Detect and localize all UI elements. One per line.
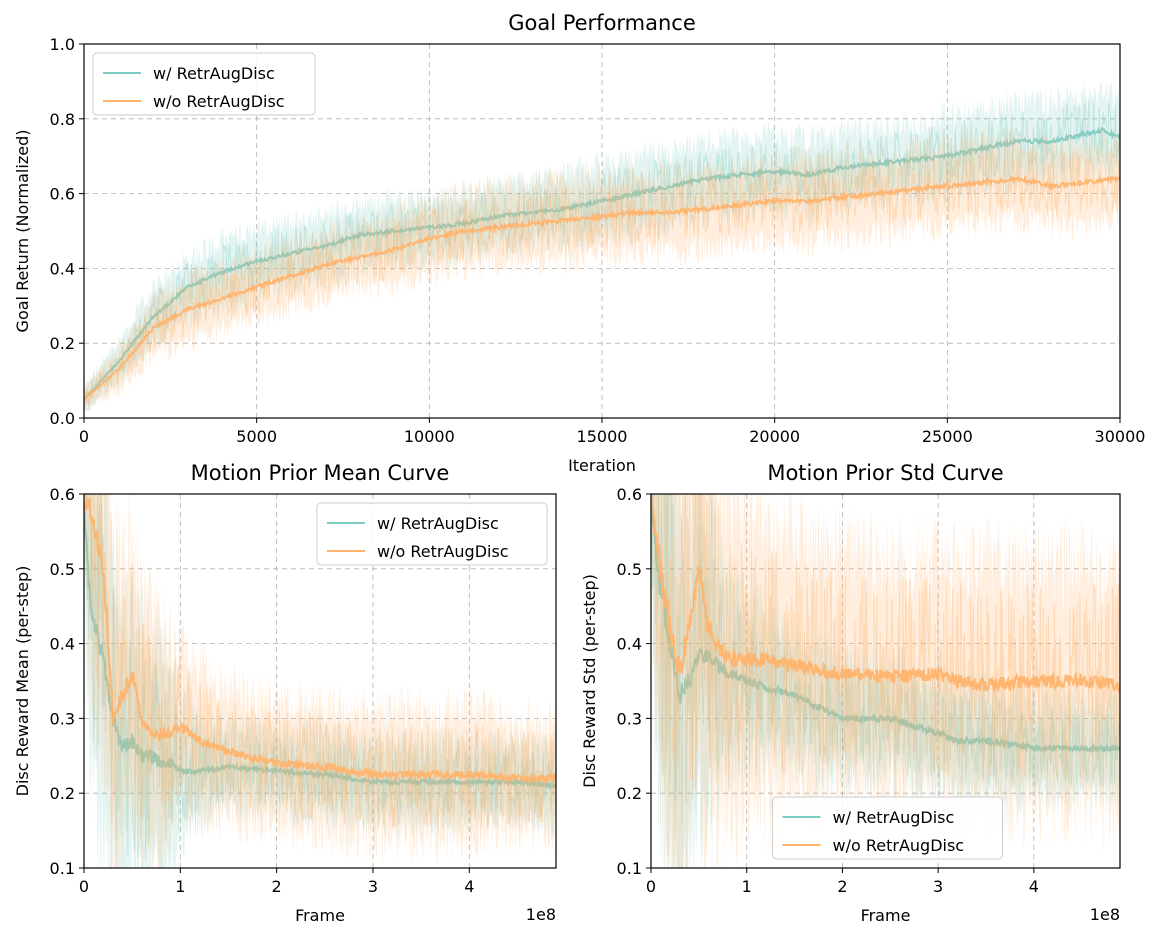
goal-performance-chart: 0 5000 10000 15000 20000 25000 30000 0.0 0.2 0.4 0… bbox=[13, 11, 1145, 475]
y-tick-label: 0.2 bbox=[617, 784, 642, 803]
y-tick-label: 1.0 bbox=[50, 35, 75, 54]
y-axis-label: Disc Reward Mean (per-step) bbox=[13, 566, 32, 797]
y-tick-label: 0.8 bbox=[50, 110, 75, 129]
y-tick-label: 0.5 bbox=[50, 560, 75, 579]
y-tick-label: 0.6 bbox=[50, 485, 75, 504]
x-tick-label: 20000 bbox=[749, 427, 800, 446]
plot-frame bbox=[650, 493, 1121, 869]
series-0-raw bbox=[84, 99, 1120, 404]
x-offset-label: 1e8 bbox=[526, 905, 556, 924]
motion-prior-mean-chart: 0 1 2 3 4 0.1 0.2 0.3 0.4 0.5 0.6 Motion Prior Mean… bbox=[13, 461, 557, 925]
legend-box bbox=[92, 52, 316, 116]
legend: w/ RetrAugDisc w/o RetrAugDisc bbox=[92, 52, 316, 116]
chart-title: Motion Prior Mean Curve bbox=[191, 461, 450, 485]
series-0-band bbox=[651, 494, 1120, 868]
legend-label-0: w/ RetrAugDisc bbox=[153, 64, 275, 83]
y-tick-label: 0.1 bbox=[617, 859, 642, 878]
series-0-line bbox=[84, 507, 556, 790]
y-tick-label: 0.2 bbox=[50, 784, 75, 803]
y-tick-label: 0.6 bbox=[617, 485, 642, 504]
y-axis-label: Disc Reward Std (per-step) bbox=[580, 574, 599, 788]
legend-box bbox=[316, 502, 548, 566]
x-tick-label: 5000 bbox=[236, 427, 277, 446]
x-axis-label: Frame bbox=[295, 906, 345, 925]
legend-label-0: w/ RetrAugDisc bbox=[377, 514, 499, 533]
series-0-line bbox=[84, 126, 1120, 400]
plot-frame bbox=[83, 493, 557, 869]
x-tick-label: 1 bbox=[742, 877, 752, 896]
x-offset-label: 1e8 bbox=[1090, 905, 1120, 924]
x-tick-label: 30000 bbox=[1095, 427, 1146, 446]
series-1-raw bbox=[84, 147, 1120, 406]
legend-label-0: w/ RetrAugDisc bbox=[833, 808, 955, 827]
legend-label-1: w/o RetrAugDisc bbox=[833, 836, 965, 855]
motion-prior-std-chart: 0 1 2 3 4 0.1 0.2 0.3 0.4 0.5 0.6 Motion Prior Std … bbox=[580, 461, 1121, 925]
y-tick-label: 0.2 bbox=[50, 334, 75, 353]
x-tick-label: 0 bbox=[79, 427, 89, 446]
x-axis-label: Frame bbox=[861, 906, 911, 925]
chart-title: Goal Performance bbox=[508, 11, 696, 35]
y-tick-label: 0.0 bbox=[50, 409, 75, 428]
y-tick-label: 0.3 bbox=[50, 709, 75, 728]
series-1-line bbox=[84, 174, 1120, 400]
y-tick-label: 0.4 bbox=[50, 259, 75, 278]
y-tick-label: 0.1 bbox=[50, 859, 75, 878]
x-tick-label: 4 bbox=[1029, 877, 1039, 896]
series-1-raw bbox=[651, 494, 1120, 833]
x-tick-label: 2 bbox=[272, 877, 282, 896]
y-tick-label: 0.4 bbox=[617, 635, 642, 654]
series-0-line bbox=[651, 495, 1120, 754]
legend: w/ RetrAugDisc w/o RetrAugDisc bbox=[316, 502, 548, 566]
legend-label-1: w/o RetrAugDisc bbox=[153, 92, 285, 111]
legend-box bbox=[772, 796, 1003, 860]
series-0-band bbox=[84, 78, 1120, 413]
x-tick-label: 0 bbox=[646, 877, 656, 896]
chart-title: Motion Prior Std Curve bbox=[767, 461, 1003, 485]
x-tick-label: 3 bbox=[368, 877, 378, 896]
y-axis-label: Goal Return (Normalized) bbox=[13, 130, 32, 333]
series-1-line bbox=[84, 497, 556, 785]
x-tick-label: 0 bbox=[79, 877, 89, 896]
x-tick-label: 4 bbox=[464, 877, 474, 896]
series-1-band bbox=[651, 494, 1120, 868]
x-tick-label: 25000 bbox=[922, 427, 973, 446]
y-tick-label: 0.3 bbox=[617, 709, 642, 728]
x-tick-label: 10000 bbox=[404, 427, 455, 446]
y-tick-label: 0.5 bbox=[617, 560, 642, 579]
legend: w/ RetrAugDisc w/o RetrAugDisc bbox=[772, 796, 1003, 860]
x-tick-label: 2 bbox=[837, 877, 847, 896]
series-1-raw bbox=[84, 494, 556, 828]
series-0-raw bbox=[651, 494, 1120, 825]
y-tick-label: 0.6 bbox=[50, 185, 75, 204]
x-axis-label: Iteration bbox=[568, 456, 636, 475]
x-tick-label: 3 bbox=[933, 877, 943, 896]
series-1-line bbox=[651, 494, 1120, 695]
x-tick-label: 15000 bbox=[577, 427, 628, 446]
x-tick-label: 1 bbox=[175, 877, 185, 896]
legend-label-1: w/o RetrAugDisc bbox=[377, 542, 509, 561]
y-tick-label: 0.4 bbox=[50, 635, 75, 654]
